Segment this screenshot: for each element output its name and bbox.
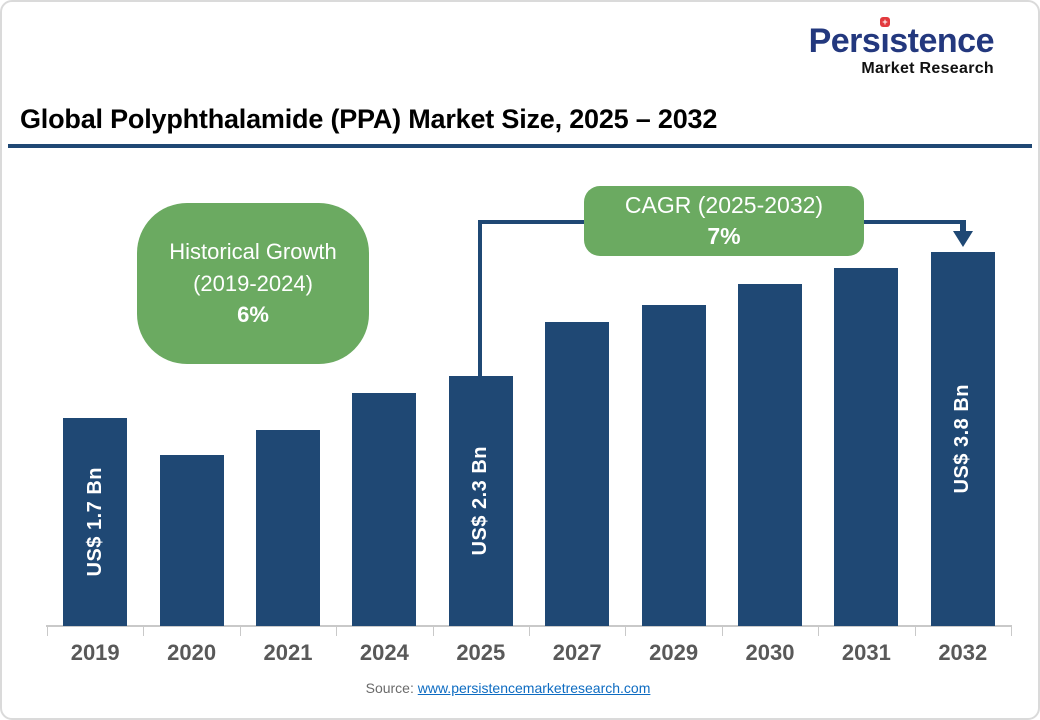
historical-growth-value: 6%	[237, 302, 269, 328]
bar-value-label: US$ 3.8 Bn	[951, 384, 974, 494]
bar-2030	[738, 284, 802, 626]
x-axis-label: 2029	[649, 640, 699, 665]
x-axis-label: 2024	[359, 640, 409, 665]
logo-dotless-i: ı	[880, 22, 890, 60]
logo-brand-text: Pers + ıstence	[808, 17, 994, 60]
axis-tick	[625, 625, 627, 636]
axis-tick	[1011, 625, 1012, 636]
axis-tick	[143, 625, 145, 636]
x-axis-label: 2019	[70, 640, 120, 665]
title-underline	[8, 144, 1032, 148]
axis-tick	[914, 625, 916, 636]
axis-tick	[432, 625, 434, 636]
bar-2019: US$ 1.7 Bn	[63, 418, 128, 626]
x-axis-label: 2025	[456, 640, 506, 665]
x-axis-label: 2027	[552, 640, 602, 665]
x-axis-label: 2030	[745, 640, 795, 665]
x-axis-label: 2032	[938, 640, 988, 665]
cagr-value: 7%	[707, 223, 741, 249]
connector-line-vertical-2032	[960, 220, 966, 232]
cagr-line1: CAGR (2025-2032)	[624, 191, 824, 218]
connector-line-vertical-2025	[478, 220, 482, 378]
logo-letter-i: + ı	[879, 17, 890, 60]
bar-2032: US$ 3.8 Bn	[930, 252, 995, 626]
axis-tick	[818, 625, 820, 636]
historical-growth-line1: Historical Growth	[169, 238, 337, 264]
axis-tick	[239, 625, 241, 636]
bar-value-label: US$ 1.7 Bn	[83, 467, 106, 577]
historical-growth-callout: Historical Growth (2019-2024) 6%	[137, 203, 369, 364]
bar-2020	[159, 455, 224, 626]
bar-2031	[834, 268, 899, 626]
bar-2025: US$ 2.3 Bn	[448, 376, 513, 626]
chart-title: Global Polyphthalamide (PPA) Market Size…	[20, 104, 718, 134]
axis-tick	[721, 625, 723, 636]
x-axis-label: 2031	[841, 640, 891, 665]
bar-2024	[352, 393, 417, 626]
bar-value-label: US$ 2.3 Bn	[469, 446, 492, 556]
x-axis-label: 2020	[167, 640, 217, 665]
axis-tick	[529, 625, 530, 636]
source-link[interactable]: www.persistencemarketresearch.com	[417, 680, 651, 696]
cagr-callout: CAGR (2025-2032) 7%	[584, 186, 864, 256]
bar-2027	[545, 322, 610, 626]
bar-2029	[641, 305, 706, 626]
logo-plus-icon: +	[879, 17, 890, 27]
bar-2021	[256, 430, 320, 626]
logo-subtitle: Market Research	[861, 60, 994, 77]
historical-growth-line2: (2019-2024)	[193, 270, 313, 296]
arrow-down-icon	[953, 231, 973, 247]
axis-tick	[336, 625, 338, 636]
x-axis-label: 2021	[263, 640, 313, 665]
persistence-logo: Pers + ıstence Market Research	[808, 17, 994, 77]
logo-brand-part1: Pers	[808, 22, 881, 60]
axis-tick	[47, 625, 48, 636]
logo-brand-part2: stence	[889, 22, 994, 60]
source-note: Source: www.persistencemarketresearch.co…	[2, 680, 1014, 696]
source-prefix: Source:	[365, 680, 414, 696]
